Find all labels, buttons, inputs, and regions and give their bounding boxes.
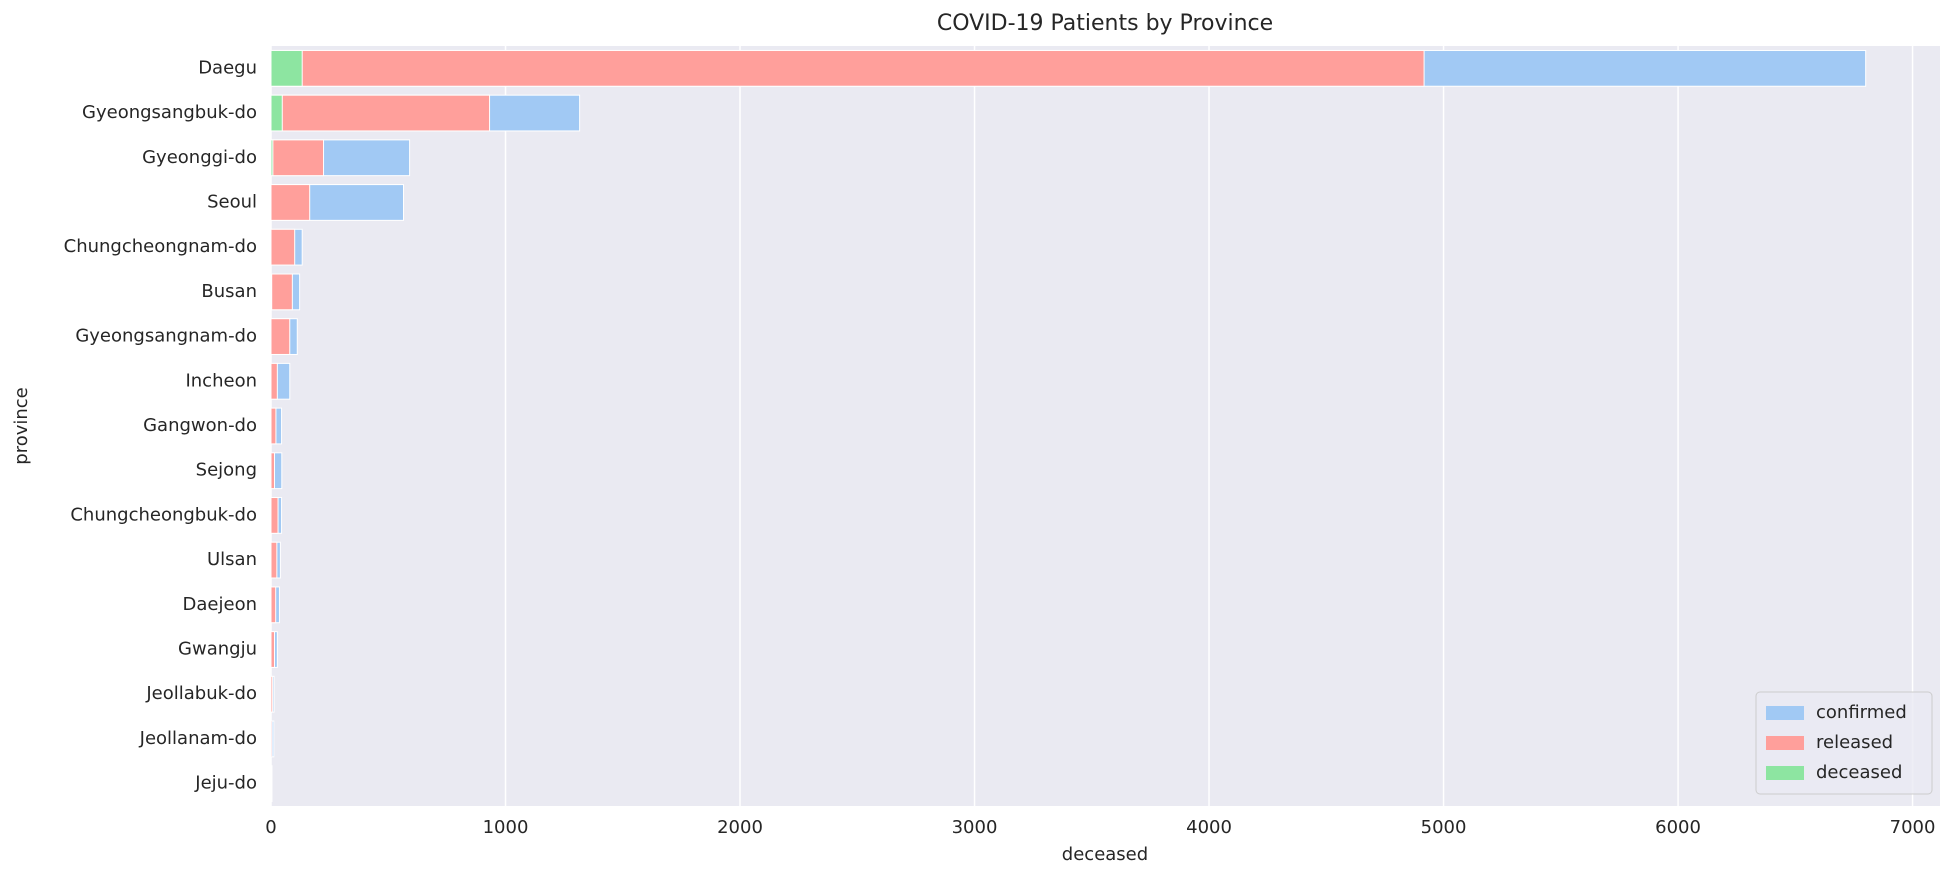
- legend-swatch: [1766, 766, 1804, 780]
- y-tick-label: Jeju-do: [194, 773, 257, 794]
- x-tick-label: 3000: [952, 817, 998, 838]
- bar: [270, 586, 277, 624]
- y-tick-label: Seoul: [207, 191, 257, 212]
- x-tick-label: 5000: [1421, 817, 1467, 838]
- y-axis-label: province: [11, 387, 32, 464]
- bar: [270, 452, 276, 490]
- y-tick-label: Incheon: [185, 370, 257, 391]
- legend-swatch: [1766, 736, 1804, 750]
- legend-label: released: [1816, 732, 1893, 753]
- bar: [270, 318, 291, 355]
- x-tick-label: 7000: [1890, 817, 1936, 838]
- x-tick-label: 1000: [483, 817, 529, 838]
- x-tick-label: 0: [265, 817, 276, 838]
- bar: [270, 675, 274, 713]
- y-tick-label: Gyeongsangbuk-do: [82, 102, 257, 123]
- bar: [270, 541, 278, 579]
- y-tick-label: Gyeonggi-do: [142, 147, 257, 168]
- y-tick-label: Gwangju: [178, 639, 257, 660]
- legend-label: deceased: [1816, 762, 1902, 783]
- chart-title: COVID-19 Patients by Province: [937, 11, 1273, 36]
- bar: [270, 94, 491, 132]
- bar: [270, 497, 279, 534]
- y-tick-label: Jeollanam-do: [139, 728, 257, 749]
- bar: [270, 720, 273, 758]
- bar: [270, 49, 303, 87]
- bar: [270, 273, 273, 311]
- x-axis-label: deceased: [1062, 844, 1148, 865]
- y-tick-label: Chungcheongnam-do: [64, 236, 257, 257]
- y-tick-label: Sejong: [196, 460, 257, 481]
- y-tick-label: Gyeongsangnam-do: [75, 326, 257, 347]
- y-tick-label: Busan: [201, 281, 257, 302]
- y-tick-label: Gangwon-do: [143, 415, 257, 436]
- y-tick-label: Daejeon: [183, 594, 257, 615]
- y-tick-label: Ulsan: [207, 549, 257, 570]
- y-tick-label: Jeollabuk-do: [145, 683, 257, 704]
- bar: [270, 184, 311, 221]
- y-tick-label: Chungcheongbuk-do: [70, 504, 257, 525]
- bar: [270, 228, 296, 266]
- x-tick-label: 4000: [1186, 817, 1232, 838]
- bar: [270, 139, 274, 177]
- x-tick-label: 6000: [1655, 817, 1701, 838]
- bar: [270, 407, 277, 445]
- bar: [270, 49, 1425, 87]
- bar: [270, 362, 278, 400]
- legend-label: confirmed: [1816, 702, 1907, 723]
- x-tick-label: 2000: [717, 817, 763, 838]
- plot-area: [271, 46, 1940, 806]
- bar: [270, 94, 283, 132]
- bar: [270, 139, 325, 177]
- y-tick-label: Daegu: [198, 57, 257, 78]
- bar: [270, 273, 293, 311]
- bar: [270, 765, 273, 803]
- legend-swatch: [1766, 706, 1804, 720]
- bar: [270, 631, 276, 668]
